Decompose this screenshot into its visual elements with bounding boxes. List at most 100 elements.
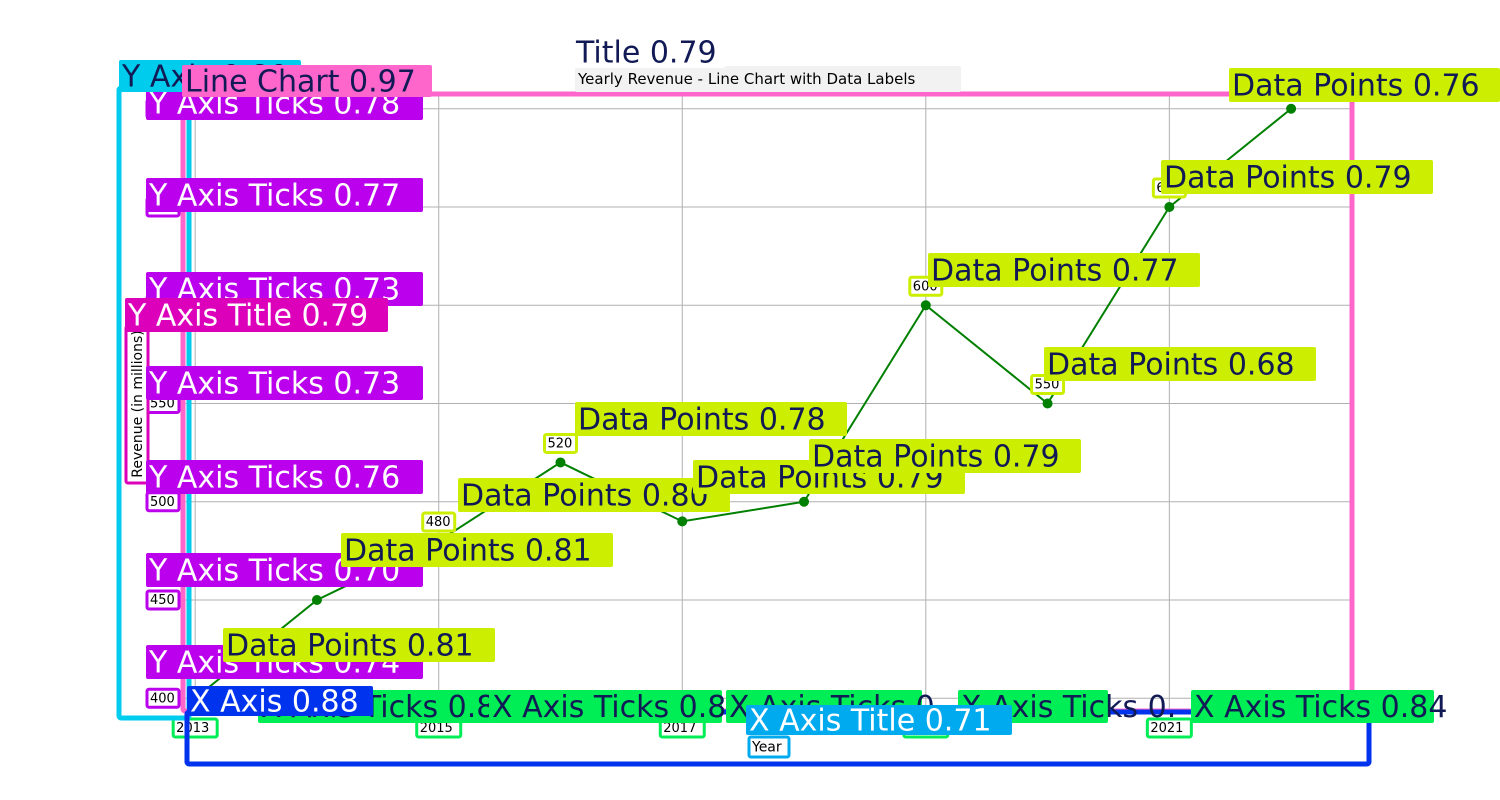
y-ticks-detection-bg: [146, 272, 423, 306]
data-point: [677, 516, 688, 527]
data-points-detection: Data Points 0.79: [809, 439, 1081, 475]
data-label-text: 550: [1035, 378, 1060, 393]
data-points-detection-text: Data Points 0.78: [578, 403, 826, 438]
title-detection: Title 0.79: [573, 36, 725, 71]
x-tick-value-bg: [171, 717, 219, 739]
y-ticks-detection-bg: [146, 366, 423, 400]
data-points-detection: Data Points 0.80: [458, 478, 730, 514]
x-tick-value-bg: [1145, 717, 1193, 739]
title-detection-text: Title 0.79: [575, 36, 717, 71]
x-ticks-detection: X Axis Ticks 0.83: [489, 690, 745, 725]
data-points-detection-text: Data Points 0.79: [1164, 161, 1412, 196]
data-point: [1164, 202, 1175, 213]
detection-overlays: 4004505005506006507002013201520172019202…: [116, 36, 1500, 767]
data-points-detection-text: Data Points 0.77: [931, 254, 1179, 289]
data-points-detection-text: Data Points 0.76: [1232, 69, 1480, 104]
data-label-bg: [421, 511, 457, 533]
x-ticks-detection-text: X Axis Ticks 0.83: [492, 690, 745, 725]
line-chart-detection-bg: [182, 65, 432, 97]
data-points-detection-bg: [223, 628, 495, 662]
data-points-detection-text: Data Points 0.68: [1047, 348, 1295, 383]
y-tick-value-text: 550: [150, 397, 175, 412]
y-tick-value: 500: [145, 491, 181, 513]
y-ticks-detection-text: Y Axis Ticks 0.73: [148, 367, 400, 402]
data-points-detection-text: Data Points 0.79: [812, 440, 1060, 475]
data-points-detection-bg: [809, 439, 1081, 473]
y-axis-title-text: Revenue (in millions): [124, 324, 150, 485]
data-points-detection-text: Data Points 0.81: [226, 629, 474, 664]
y-tick-value: 450: [145, 589, 181, 611]
chart-title: Yearly Revenue - Line Chart with Data La…: [575, 66, 961, 92]
x-tick-value: 2015: [415, 717, 463, 739]
data-label-text: 520: [547, 437, 572, 452]
x-axis-detection-text: X Axis 0.88: [190, 685, 359, 720]
data-point: [799, 496, 810, 507]
x-tick-value-text: 2015: [420, 721, 453, 736]
x-ticks-detection-bg: [489, 690, 722, 723]
data-points-detection-text: Data Points 0.81: [344, 534, 592, 569]
x-tick-value-text: 2013: [176, 721, 209, 736]
data-points-detection-bg: [575, 402, 847, 436]
data-points-detection-bg: [458, 478, 730, 512]
data-points-detection-bg: [928, 253, 1200, 287]
title-detection-bg: [573, 36, 725, 68]
data-label-text: 480: [426, 515, 451, 530]
data-point: [1286, 103, 1297, 114]
x-tick-value: 2021: [1145, 717, 1193, 739]
x-axis-title-detection: X Axis Title 0.71: [746, 704, 1012, 739]
x-tick-value-text: 2021: [1150, 721, 1183, 736]
y-ticks-detection: Y Axis Ticks 0.76: [146, 460, 423, 496]
y-ticks-detection-text: Y Axis Ticks 0.76: [148, 461, 400, 496]
y-tick-value-bg: [145, 687, 181, 709]
x-ticks-detection-text: X Axis Ticks 0.84: [1194, 690, 1447, 725]
y-axis-title-detection-text: Y Axis Title 0.79: [127, 299, 368, 334]
x-ticks-detection-bg: [1191, 690, 1434, 723]
data-points-detection: Data Points 0.68: [1044, 347, 1316, 383]
y-tick-value-text: 400: [150, 691, 175, 706]
y-tick-value-bg: [145, 589, 181, 611]
data-point: [311, 594, 322, 605]
data-points-detection: Data Points 0.77: [928, 253, 1200, 289]
y-axis-title-label: Revenue (in millions): [130, 330, 146, 478]
x-axis-title-text: Year: [747, 735, 791, 759]
line-chart-detection-text: Line Chart 0.97: [185, 65, 416, 100]
x-ticks-detection: X Axis Ticks 0.84: [1191, 690, 1447, 725]
data-point: [920, 300, 931, 311]
data-points-detection: Data Points 0.81: [341, 533, 613, 569]
y-ticks-detection-bg: [146, 178, 423, 212]
data-points-detection-bg: [1044, 347, 1316, 381]
chart-title-bg: [575, 66, 961, 92]
x-axis-detection: X Axis 0.88: [187, 685, 373, 720]
data-point: [555, 457, 566, 468]
x-axis-title-detection-text: X Axis Title 0.71: [749, 704, 992, 739]
data-points-detection: Data Points 0.78: [575, 402, 847, 438]
y-tick-value-text: 450: [150, 593, 175, 608]
x-axis-title-detection-bg: [746, 705, 1012, 735]
y-axis-title-detection: Y Axis Title 0.79: [125, 298, 388, 334]
data-points-detection-bg: [1229, 68, 1500, 102]
data-label-bg: [542, 432, 578, 454]
data-points-detection-bg: [1161, 160, 1433, 194]
data-points-detection-bg: [341, 533, 613, 567]
chart-title-text: Yearly Revenue - Line Chart with Data La…: [577, 70, 916, 88]
x-tick-value-text: 2017: [663, 721, 696, 736]
x-axis-title-text-text: Year: [751, 739, 782, 755]
x-axis-detection-bg: [187, 686, 373, 716]
data-point: [1042, 398, 1053, 409]
y-ticks-detection: Y Axis Ticks 0.73: [146, 366, 423, 402]
data-label: 520: [542, 432, 578, 454]
line-chart-detection: Line Chart 0.97: [182, 65, 432, 100]
data-points-detection: Data Points 0.81: [223, 628, 495, 664]
x-axis-title-text-bg: [747, 735, 791, 759]
data-points-detection: Data Points 0.76: [1229, 68, 1500, 104]
data-points-detection: Data Points 0.79: [1161, 160, 1433, 196]
data-label: 480: [421, 511, 457, 533]
y-axis-title-detection-bg: [125, 298, 388, 332]
y-ticks-detection: Y Axis Ticks 0.77: [146, 178, 423, 214]
data-points-detection-text: Data Points 0.80: [461, 479, 709, 514]
x-tick-value: 2013: [171, 717, 219, 739]
y-ticks-detection-text: Y Axis Ticks 0.77: [148, 179, 400, 214]
y-ticks-detection-bg: [146, 460, 423, 494]
y-tick-value: 400: [145, 687, 181, 709]
